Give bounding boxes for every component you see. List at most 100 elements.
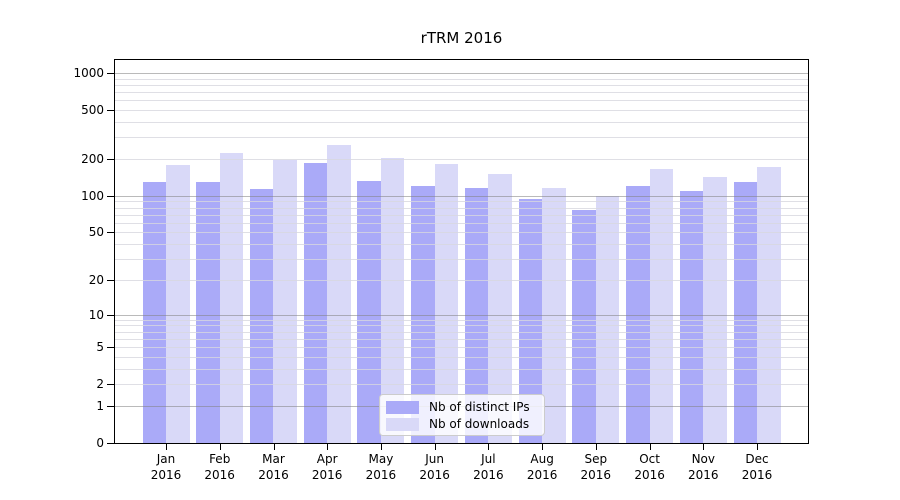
x-tick-year: 2016 [204,468,235,482]
bar-downloads [380,158,405,443]
x-tick-month: Apr [316,452,338,466]
legend-item: Nb of downloads [386,416,538,432]
legend-label: Nb of downloads [429,417,530,431]
x-tick-label: Mar 2016 [242,451,306,483]
minor-gridline [115,331,808,333]
y-tick-label: 5 [96,340,104,354]
x-tick-mark [434,444,436,450]
bar-downloads [327,145,351,443]
x-tick-mark [757,444,758,450]
legend-label: Nb of distinct IPs [429,400,530,414]
x-tick-year: 2016 [419,468,450,482]
bar-distinct-ips [733,182,758,443]
minor-gridline [115,279,808,281]
x-tick-mark [488,444,490,450]
minor-gridline [115,207,808,209]
major-gridline [115,195,808,197]
y-tick-label: 50 [88,225,104,240]
x-tick-month: Nov [691,452,715,466]
y-tick-mark [107,279,114,281]
x-tick-label: May 2016 [349,451,413,483]
y-tick-mark [107,405,114,407]
minor-gridline [115,92,808,94]
x-tick-label: Jul 2016 [456,451,520,483]
minor-gridline [115,100,808,102]
bar-distinct-ips [357,180,381,443]
y-tick-label: 1 [96,398,104,413]
bar-downloads [542,188,566,443]
x-tick-year: 2016 [365,468,397,482]
y-tick-mark [107,443,114,444]
x-tick-mark [542,444,544,450]
x-tick-month: Jun [425,452,444,466]
minor-gridline [115,325,808,327]
y-tick-label: 2 [96,377,104,392]
bar-distinct-ips [679,191,704,443]
minor-gridline [115,201,808,203]
minor-gridline [115,338,808,340]
minor-gridline [115,384,808,386]
bar-downloads [273,160,297,443]
x-tick-year: 2016 [580,468,612,482]
y-tick-mark [107,159,114,160]
y-tick-label: 10 [88,307,104,322]
x-tick-month: Jan [156,452,176,466]
x-tick-mark [273,444,275,450]
x-tick-mark [166,444,167,450]
x-tick-month: Feb [209,452,231,466]
y-tick-mark [107,314,114,316]
x-tick-label: Jan 2016 [134,451,198,483]
y-tick-label: 200 [81,152,104,166]
x-tick-mark [327,444,329,450]
minor-gridline [115,319,808,321]
minor-gridline [115,78,808,80]
y-tick-mark [107,232,114,234]
x-tick-year: 2016 [311,468,343,482]
chart-title: rTRM 2016 [420,29,503,47]
x-tick-month: Aug [530,452,554,466]
x-tick-label: Nov 2016 [671,451,735,483]
x-tick-mark [649,444,651,450]
x-tick-label: Sep 2016 [564,451,628,483]
bar-distinct-ips [142,181,166,443]
y-tick-label: 20 [88,272,104,287]
bar-downloads [757,167,781,443]
y-tick-mark [107,73,114,74]
bar-downloads [166,165,190,443]
x-tick-year: 2016 [526,468,558,482]
x-tick-label: Apr 2016 [295,451,359,483]
minor-gridline [115,84,808,86]
x-tick-month: Oct [639,452,660,466]
x-tick-label: Dec 2016 [725,451,789,483]
x-tick-label: Feb 2016 [188,451,252,483]
x-tick-year: 2016 [150,468,182,482]
plot-area: Nb of distinct IPs Nb of downloads [114,59,809,444]
x-tick-mark [595,444,597,450]
legend: Nb of distinct IPs Nb of downloads [379,394,545,436]
x-tick-mark [703,444,705,450]
minor-gridline [115,137,808,139]
bar-downloads [219,153,244,443]
x-tick-mark [380,444,382,450]
minor-gridline [115,110,808,112]
bar-downloads [649,168,674,443]
x-tick-year: 2016 [258,468,289,482]
bar-distinct-ips [572,210,596,443]
x-tick-year: 2016 [688,468,719,482]
x-tick-label: Jun 2016 [403,451,467,483]
x-tick-month: Mar [262,452,285,466]
bar-downloads [488,174,512,443]
y-tick-label: 1000 [73,66,104,80]
y-tick-mark [107,384,114,386]
y-tick-mark [107,110,114,112]
legend-item: Nb of distinct IPs [386,399,538,415]
bar-distinct-ips [196,181,220,443]
x-tick-year: 2016 [473,468,504,482]
minor-gridline [115,122,808,123]
x-tick-month: Sep [584,452,608,466]
x-tick-mark [219,444,221,450]
major-gridline [115,314,808,316]
x-tick-year: 2016 [634,468,665,482]
legend-swatch-downloads [386,417,419,431]
